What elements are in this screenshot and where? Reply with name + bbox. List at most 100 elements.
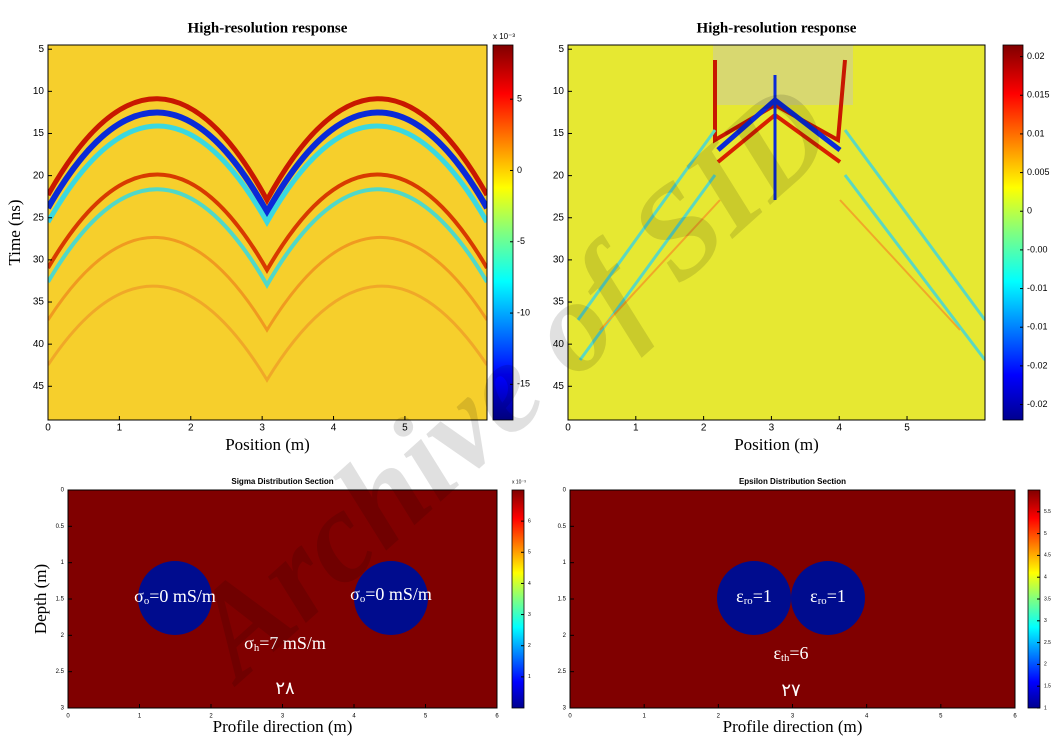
annotation: εro=1	[810, 586, 846, 607]
colorbar-tick-label: 0.01	[1027, 128, 1045, 138]
x-tick-label: 4	[352, 714, 356, 720]
x-tick-label: 5	[424, 714, 428, 720]
y-tick-label: 2	[61, 633, 65, 639]
y-tick-label: 10	[553, 86, 565, 97]
y-tick-label: 25	[33, 212, 45, 223]
annotation-text: =0 mS/m	[365, 584, 432, 604]
annotation-text: =6	[789, 643, 808, 663]
colorbar-tick-label: 2.5	[1044, 640, 1051, 646]
x-tick-label: 2	[209, 714, 213, 720]
colorbar-tick-label: 4	[528, 581, 531, 587]
colorbar-label: x 10⁻³	[493, 32, 515, 41]
x-tick-label: 0	[565, 423, 571, 434]
colorbar-tick-label: 3	[1044, 618, 1047, 624]
x-tick-label: 4	[331, 423, 337, 434]
colorbar-tick-label: -0.00	[1027, 244, 1048, 254]
chart-title: Epsilon Distribution Section	[739, 477, 846, 486]
annotation-symbol: ۲۷	[781, 680, 801, 700]
y-tick-label: 1	[563, 560, 567, 566]
y-tick-label: 30	[553, 255, 565, 266]
colorbar-tick-label: 1	[528, 674, 531, 680]
annotation: ۲۸	[275, 678, 295, 698]
x-tick-label: 6	[1013, 714, 1017, 720]
y-tick-label: 1	[61, 560, 65, 566]
y-tick-label: 25	[553, 212, 565, 223]
anomaly	[138, 561, 212, 635]
y-tick-label: 5	[38, 44, 44, 55]
y-axis-label: Time (ns)	[5, 200, 24, 266]
x-tick-label: 1	[138, 714, 142, 720]
chart-title: High-resolution response	[697, 20, 857, 36]
annotation-text: =7 mS/m	[259, 633, 326, 653]
colorbar-tick-label: 5	[1044, 531, 1047, 537]
colorbar-tick-label: 3.5	[1044, 596, 1051, 602]
colorbar-tick-label: 0.02	[1027, 51, 1045, 61]
colorbar-tick-label: 5	[517, 94, 522, 104]
annotation: ۲۷	[781, 680, 801, 700]
colorbar-label: x 10⁻³	[512, 479, 526, 485]
y-tick-label: 0.5	[558, 524, 567, 530]
y-tick-label: 35	[553, 297, 565, 308]
y-tick-label: 35	[33, 297, 45, 308]
annotation-subscript: h	[254, 642, 260, 654]
y-tick-label: 45	[553, 381, 565, 392]
y-tick-label: 3	[563, 706, 567, 712]
y-tick-label: 10	[33, 86, 45, 97]
colorbar-tick-label: 6	[528, 518, 531, 524]
colorbar-tick-label: 4	[1044, 575, 1047, 581]
x-tick-label: 0	[568, 714, 572, 720]
x-tick-label: 2	[188, 423, 194, 434]
y-tick-label: 2.5	[558, 669, 567, 675]
x-tick-label: 2	[701, 423, 707, 434]
y-tick-label: 20	[33, 170, 45, 181]
wavefield	[576, 45, 985, 361]
x-tick-label: 3	[791, 714, 795, 720]
annotation-text: =0 mS/m	[149, 586, 216, 606]
x-axis-label: Position (m)	[734, 435, 819, 454]
colorbar-tick-label: -15	[517, 379, 530, 389]
x-tick-label: 0	[45, 423, 51, 434]
chart-title: Sigma Distribution Section	[231, 477, 333, 486]
x-tick-label: 3	[769, 423, 775, 434]
annotation: σo=0 mS/m	[134, 586, 216, 607]
x-tick-label: 4	[836, 423, 842, 434]
annotation-text: =1	[827, 586, 846, 606]
colorbar-tick-label: -0.01	[1027, 283, 1048, 293]
x-tick-label: 1	[633, 423, 639, 434]
y-tick-label: 0.5	[56, 524, 65, 530]
annotation: σh=7 mS/m	[244, 633, 326, 654]
x-tick-label: 5	[904, 423, 910, 434]
y-tick-label: 20	[553, 170, 565, 181]
annotation-subscript: o	[144, 595, 149, 607]
x-tick-label: 5	[939, 714, 943, 720]
x-tick-label: 2	[717, 714, 721, 720]
colorbar-tick-label: -5	[517, 236, 525, 246]
y-tick-label: 1.5	[558, 597, 567, 603]
anomaly	[354, 561, 428, 635]
x-axis-label: Profile direction (m)	[723, 717, 863, 736]
colorbar-tick-label: 5	[528, 550, 531, 556]
colorbar-tick-label: 0	[1027, 206, 1032, 216]
colorbar-tick-label: -0.01	[1027, 322, 1048, 332]
y-tick-label: 40	[553, 339, 565, 350]
colorbar-tick-label: -0.02	[1027, 360, 1048, 370]
colorbar	[1002, 44, 1024, 421]
annotation-text: =1	[753, 586, 772, 606]
y-tick-label: 1.5	[56, 597, 65, 603]
y-tick-label: 3	[61, 706, 65, 712]
plot-frame	[567, 44, 986, 421]
y-tick-label: 5	[558, 44, 564, 55]
annotation-symbol: σ	[244, 633, 254, 653]
y-tick-label: 15	[33, 128, 45, 139]
x-tick-label: 3	[259, 423, 265, 434]
anomaly	[791, 561, 865, 635]
colorbar-tick-label: 0	[517, 165, 522, 175]
y-axis-label: Depth (m)	[31, 564, 50, 634]
anomaly	[717, 561, 791, 635]
annotation-subscript: th	[781, 652, 790, 664]
colorbar-tick-label: 0.005	[1027, 167, 1050, 177]
annotation-symbol: ε	[773, 643, 781, 663]
colorbar-tick-label: 1	[1044, 705, 1047, 711]
annotation-symbol: ۲۸	[275, 678, 295, 698]
colorbar-tick-label: 2	[1044, 662, 1047, 668]
